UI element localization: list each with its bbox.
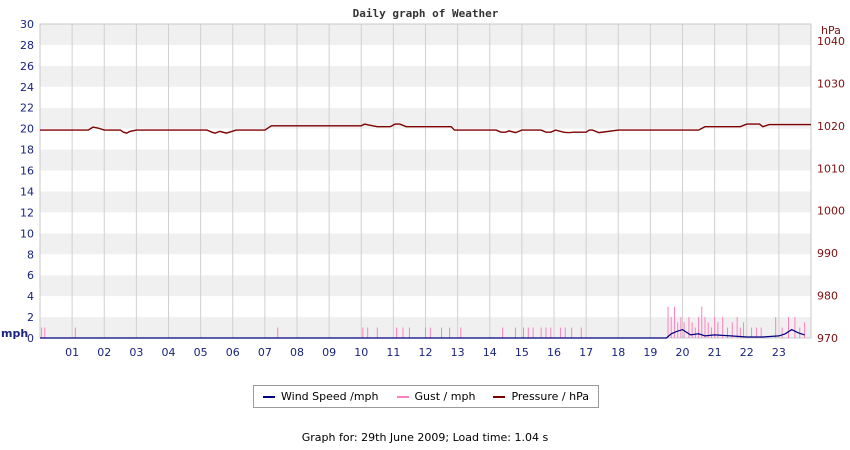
x-tick-label: 13 <box>451 346 465 359</box>
legend-swatch-pressure <box>493 395 506 398</box>
x-tick-label: 14 <box>483 346 497 359</box>
x-tick-label: 15 <box>515 346 529 359</box>
legend: Wind Speed /mph Gust / mph Pressure / hP… <box>253 385 599 408</box>
legend-item-gust: Gust / mph <box>396 390 476 403</box>
left-tick-label: 6 <box>27 269 34 282</box>
x-tick-label: 01 <box>65 346 79 359</box>
legend-item-pressure: Pressure / hPa <box>493 390 589 403</box>
x-tick-label: 22 <box>740 346 754 359</box>
x-tick-label: 19 <box>643 346 657 359</box>
left-tick-label: 18 <box>20 144 34 157</box>
left-tick-label: 20 <box>20 123 34 136</box>
x-tick-label: 17 <box>579 346 593 359</box>
x-tick-label: 02 <box>97 346 111 359</box>
x-tick-label: 09 <box>322 346 336 359</box>
x-tick-label: 03 <box>129 346 143 359</box>
x-tick-label: 07 <box>258 346 272 359</box>
pressure-line <box>40 123 811 134</box>
gust-series <box>41 306 806 338</box>
right-tick-label: 1030 <box>817 77 845 90</box>
left-axis-unit: mph <box>1 327 28 340</box>
pressure-series <box>40 123 811 134</box>
x-tick-label: 18 <box>611 346 625 359</box>
x-axis-ticks: 01 02 03 04 05 06 07 08 09 10 11 12 13 14 15 16 17 18 19 20… <box>65 346 786 359</box>
right-tick-label: 970 <box>817 332 838 345</box>
x-tick-label: 11 <box>386 346 400 359</box>
left-tick-label: 12 <box>20 206 34 219</box>
right-tick-label: 990 <box>817 247 838 260</box>
legend-swatch-gust <box>396 395 409 398</box>
left-tick-label: 16 <box>20 165 34 178</box>
left-tick-label: 26 <box>20 60 34 73</box>
vertical-gridlines <box>71 24 780 338</box>
legend-label-gust: Gust / mph <box>414 390 476 403</box>
wind-speed-series <box>40 328 805 339</box>
x-tick-label: 23 <box>772 346 786 359</box>
x-tick-label: 21 <box>708 346 722 359</box>
chart-title: Daily graph of Weather <box>353 7 499 20</box>
left-tick-label: 4 <box>27 290 34 303</box>
right-tick-label: 1010 <box>817 162 845 175</box>
left-tick-label: 22 <box>20 102 34 115</box>
left-tick-label: 30 <box>20 18 34 31</box>
x-tick-label: 05 <box>194 346 208 359</box>
right-axis-unit: hPa <box>821 24 841 37</box>
right-axis-ticks: 970 980 990 1000 1010 1020 1030 1040 <box>817 35 845 345</box>
legend-label-pressure: Pressure / hPa <box>511 390 589 403</box>
left-tick-label: 0 <box>27 332 34 345</box>
left-tick-label: 8 <box>27 248 34 261</box>
left-tick-label: 10 <box>20 227 34 240</box>
right-tick-label: 980 <box>817 290 838 303</box>
x-tick-label: 12 <box>419 346 433 359</box>
x-tick-label: 08 <box>290 346 304 359</box>
legend-label-wind: Wind Speed /mph <box>281 390 379 403</box>
footer-status: Graph for: 29th June 2009; Load time: 1.… <box>301 431 549 444</box>
x-tick-label: 10 <box>354 346 368 359</box>
right-tick-label: 1020 <box>817 120 845 133</box>
left-tick-label: 24 <box>20 81 34 94</box>
wind-speed-line <box>40 328 805 339</box>
left-tick-label: 2 <box>27 311 34 324</box>
right-tick-label: 1040 <box>817 35 845 48</box>
left-tick-label: 28 <box>20 39 34 52</box>
x-tick-label: 20 <box>676 346 690 359</box>
legend-swatch-wind <box>263 395 275 398</box>
x-tick-label: 16 <box>547 346 561 359</box>
legend-item-wind: Wind Speed /mph <box>263 390 379 403</box>
x-tick-label: 04 <box>162 346 176 359</box>
left-tick-label: 14 <box>20 185 34 198</box>
right-tick-label: 1000 <box>817 205 845 218</box>
x-tick-label: 06 <box>226 346 240 359</box>
